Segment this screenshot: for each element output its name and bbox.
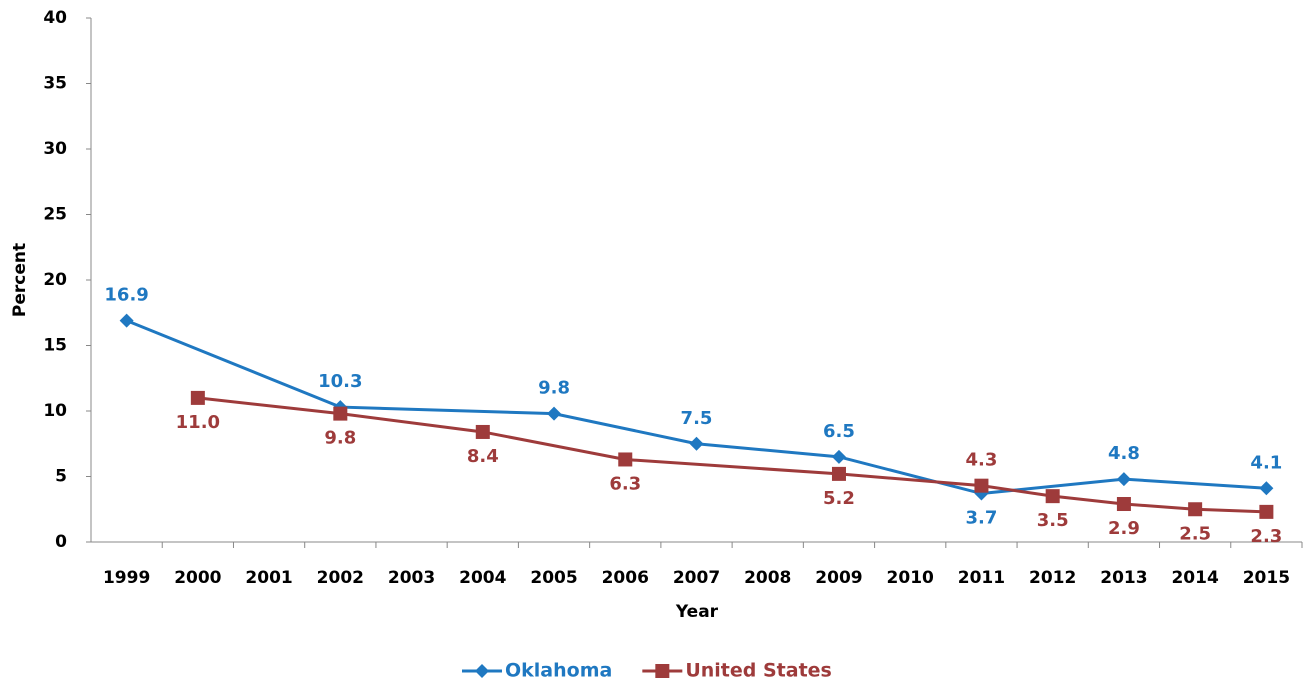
x-tick-label: 2000	[174, 568, 221, 588]
x-axis-title: Year	[675, 602, 719, 622]
data-label: 2.3	[1250, 526, 1282, 547]
x-tick-label: 2010	[887, 568, 934, 588]
x-tick-label: 2004	[459, 568, 506, 588]
legend: Oklahoma United States	[462, 660, 832, 682]
y-tick-label: 0	[55, 532, 67, 552]
marker	[333, 406, 348, 421]
x-tick-label: 2013	[1100, 568, 1147, 588]
x-tick-label: 2011	[958, 568, 1005, 588]
data-label: 6.3	[609, 473, 641, 494]
x-tick-label: 2009	[815, 568, 862, 588]
data-label: 8.4	[467, 446, 499, 467]
data-label: 9.8	[324, 428, 356, 449]
data-label: 2.5	[1179, 523, 1211, 544]
marker	[618, 452, 633, 467]
x-tick-label: 1999	[103, 568, 150, 588]
y-tick-label: 30	[43, 139, 67, 159]
y-tick-label: 10	[43, 401, 67, 421]
series-line	[197, 396, 1267, 514]
data-label: 2.9	[1108, 518, 1140, 539]
marker	[689, 436, 704, 451]
marker	[119, 313, 134, 328]
data-label: 4.1	[1250, 452, 1282, 473]
data-label: 6.5	[823, 421, 855, 442]
marker	[831, 466, 846, 481]
data-label: 3.5	[1037, 510, 1069, 531]
marker	[1045, 489, 1060, 504]
x-tick-label: 2003	[388, 568, 435, 588]
y-tick-label: 35	[43, 74, 67, 94]
marker	[655, 664, 670, 678]
data-label: 7.5	[681, 408, 713, 429]
legend-label: United States	[685, 660, 832, 682]
x-tick-label: 2006	[602, 568, 649, 588]
x-tick-label: 2007	[673, 568, 720, 588]
series-line	[126, 319, 1267, 496]
marker	[1259, 504, 1274, 519]
data-label: 10.3	[318, 371, 362, 392]
marker	[974, 478, 989, 493]
y-tick-label: 5	[55, 467, 67, 487]
marker	[1259, 481, 1274, 496]
marker	[547, 406, 562, 421]
marker	[1116, 497, 1131, 512]
legend-label: Oklahoma	[505, 660, 612, 682]
x-tick-label: 2014	[1171, 568, 1218, 588]
data-label: 16.9	[104, 285, 148, 306]
marker	[1188, 502, 1203, 517]
marker	[831, 449, 846, 464]
x-tick-label: 2015	[1243, 568, 1290, 588]
marker	[190, 390, 205, 405]
marker	[475, 424, 490, 439]
y-tick-label: 20	[43, 270, 67, 290]
marker	[475, 664, 489, 678]
x-tick-label: 2012	[1029, 568, 1076, 588]
x-tick-label: 2002	[317, 568, 364, 588]
x-tick-label: 2008	[744, 568, 791, 588]
y-axis-title: Percent	[10, 243, 30, 317]
data-label: 11.0	[176, 412, 220, 433]
data-label: 4.3	[965, 450, 997, 471]
marker	[1116, 472, 1131, 487]
x-tick-label: 2005	[530, 568, 577, 588]
data-label: 4.8	[1108, 443, 1140, 464]
y-tick-label: 25	[43, 205, 67, 225]
y-tick-label: 40	[43, 8, 67, 28]
data-label: 9.8	[538, 378, 570, 399]
data-label: 3.7	[965, 508, 997, 529]
x-tick-label: 2001	[245, 568, 292, 588]
data-label: 5.2	[823, 488, 855, 509]
y-tick-label: 15	[43, 336, 67, 356]
